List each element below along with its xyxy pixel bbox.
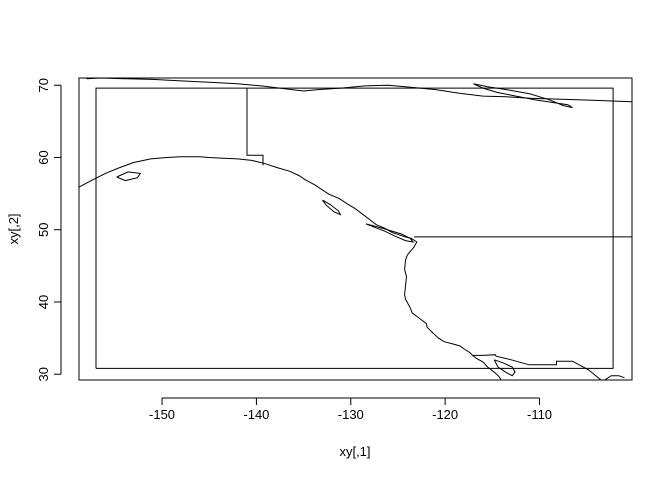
x-tick-label: -130 [338,407,364,422]
x-tick-label: -110 [527,407,552,422]
series-pacific-coastline [79,156,502,380]
x-tick-label: -120 [432,407,458,422]
x-tick-label: -140 [243,407,269,422]
y-tick-label: 60 [36,150,51,164]
series-arctic-coastline [86,78,632,103]
series-bounding-rectangle [95,87,614,369]
plot-frame [78,77,633,381]
x-axis-label: xy[,1] [339,444,370,459]
series-alaska-canada-border [246,88,264,166]
y-axis-label: xy[,2] [6,213,21,244]
series-mexico-us-border [472,354,625,380]
x-axis: -150 -140 -130 -120 -110 [149,397,552,422]
y-axis: 30 40 50 60 70 [36,78,62,381]
x-tick-label: -150 [149,407,175,422]
series-kodiak-island [116,171,142,182]
y-tick-label: 40 [36,295,51,309]
series-haida-gwaii [322,199,342,216]
y-tick-label: 70 [36,78,51,92]
y-tick-label: 50 [36,222,51,236]
map-lines [79,78,632,380]
y-tick-label: 30 [36,367,51,381]
series-arctic-islands [473,83,573,109]
series-gulf-of-california [493,359,516,377]
series-vancouver-island [365,223,415,243]
